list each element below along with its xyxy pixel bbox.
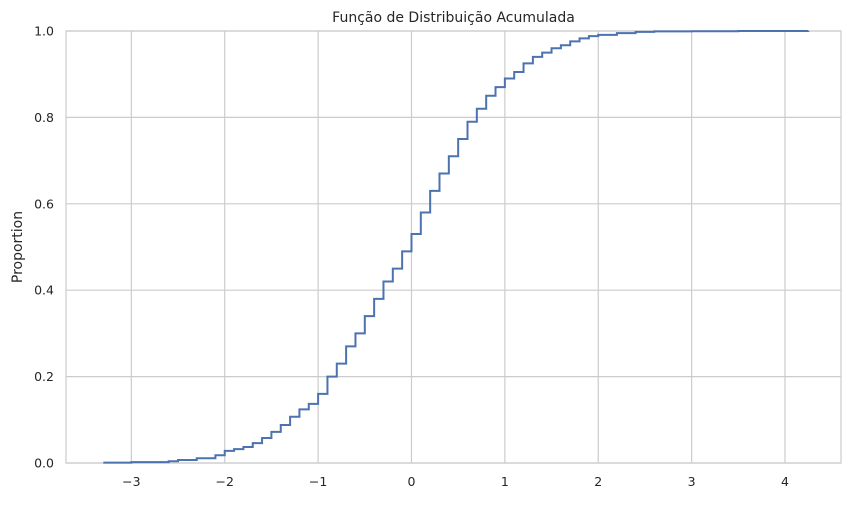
- x-tick-labels: −3 −2 −1 0 1 2 3 4: [122, 474, 789, 489]
- x-tick-label: −1: [309, 474, 327, 489]
- x-tick-label: 1: [501, 474, 509, 489]
- y-tick-label: 0.6: [34, 196, 54, 211]
- y-grid-lines: [66, 30, 841, 464]
- y-axis-label: Proportion: [10, 211, 26, 283]
- y-tick-label: 0.4: [34, 283, 54, 298]
- y-tick-label: 1.0: [34, 24, 54, 39]
- x-tick-label: 0: [408, 474, 416, 489]
- y-tick-label: 0.8: [34, 110, 54, 125]
- x-tick-label: −3: [122, 474, 140, 489]
- x-tick-label: 4: [781, 474, 789, 489]
- plot-frame: [65, 30, 842, 464]
- x-grid-lines: [130, 31, 786, 463]
- x-tick-label: 3: [688, 474, 696, 489]
- ecdf-line: [103, 30, 810, 464]
- x-tick-label: −2: [216, 474, 234, 489]
- y-tick-labels: 0.0 0.2 0.4 0.6 0.8 1.0: [34, 24, 54, 471]
- chart-title: Função de Distribuição Acumulada: [332, 10, 575, 26]
- y-tick-label: 0.0: [34, 456, 54, 471]
- x-tick-label: 2: [594, 474, 602, 489]
- y-tick-label: 0.2: [34, 369, 54, 384]
